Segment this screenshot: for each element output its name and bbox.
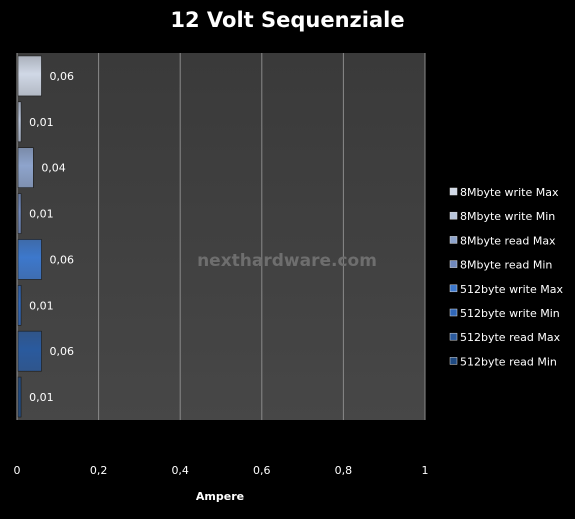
- legend-entry: 8Mbyte write Max: [460, 186, 559, 199]
- x-tick-label: 0,6: [253, 464, 271, 477]
- bar: [17, 101, 22, 143]
- bar: [17, 330, 42, 372]
- legend-entry: 512byte write Min: [460, 307, 560, 320]
- bar: [17, 376, 22, 418]
- bar: [17, 193, 22, 234]
- bar: [17, 55, 42, 97]
- legend-entry: 512byte read Max: [460, 331, 561, 344]
- legend-entry: 8Mbyte write Min: [460, 210, 555, 223]
- bar-value-label: 0,01: [29, 299, 54, 312]
- legend-swatch: [449, 260, 458, 268]
- legend-swatch: [449, 211, 458, 220]
- x-tick-label: 1: [422, 464, 429, 477]
- x-tick-label: 0,8: [335, 464, 353, 477]
- legend-swatch: [449, 357, 458, 365]
- legend-entry: 8Mbyte read Max: [460, 234, 556, 247]
- x-axis-label: Ampere: [196, 490, 244, 503]
- legend-swatch: [449, 236, 458, 244]
- bar: [17, 147, 34, 188]
- legend-entry: 512byte write Max: [460, 283, 563, 296]
- legend-swatch: [449, 284, 458, 293]
- bar-value-label: 0,01: [29, 208, 54, 221]
- x-tick-label: 0,2: [90, 464, 108, 477]
- bar-value-label: 0,06: [49, 70, 73, 83]
- legend-swatch: [449, 308, 458, 317]
- chart-title: 12 Volt Sequenziale: [170, 8, 405, 32]
- legend-entry: 512byte read Min: [460, 355, 557, 368]
- legend-swatch: [449, 332, 458, 341]
- x-tick-label: 0,4: [171, 464, 189, 477]
- bar: [17, 285, 22, 326]
- legend-swatch: [449, 187, 458, 196]
- bar-value-label: 0,06: [49, 253, 73, 266]
- bar: [17, 239, 42, 280]
- legend-entry: 8Mbyte read Min: [460, 259, 552, 272]
- bar-value-label: 0,01: [29, 391, 54, 404]
- watermark: nexthardware.com: [197, 251, 377, 271]
- x-tick-label: 0: [14, 464, 21, 477]
- bar-value-label: 0,06: [49, 345, 73, 358]
- bar-value-label: 0,01: [29, 116, 54, 129]
- bar-value-label: 0,04: [41, 162, 66, 175]
- plot-area: [17, 53, 425, 420]
